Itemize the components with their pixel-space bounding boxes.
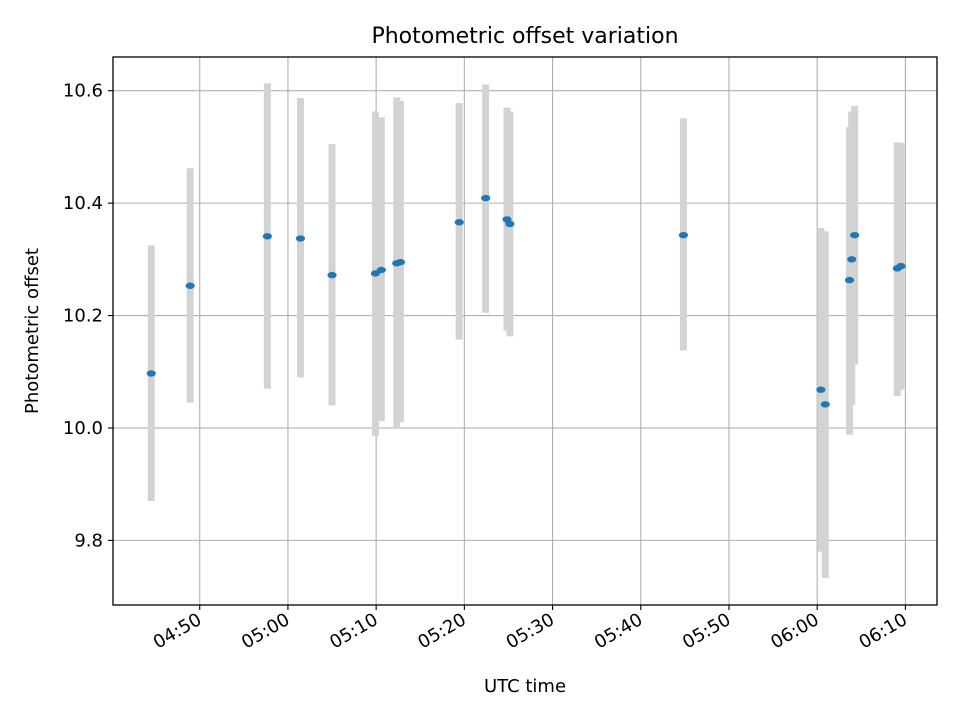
data-point — [327, 271, 337, 279]
data-point — [262, 233, 272, 240]
y-tick-label: 10.6 — [63, 81, 103, 102]
data-point — [844, 276, 855, 284]
x-axis-title: UTC time — [484, 676, 566, 697]
data-points — [146, 194, 906, 408]
data-point — [295, 235, 306, 242]
data-point — [816, 386, 826, 393]
data-point — [678, 231, 689, 239]
y-tick-label: 10.4 — [63, 193, 103, 214]
plot-frame — [112, 56, 938, 606]
data-point — [395, 258, 406, 266]
data-point — [146, 370, 156, 377]
data-point — [454, 219, 464, 226]
y-axis-title: Photometric offset — [22, 248, 43, 414]
data-point — [481, 194, 491, 202]
y-tick-label: 10.0 — [63, 418, 103, 439]
data-point — [850, 231, 860, 239]
data-point — [847, 256, 857, 263]
data-point — [505, 220, 515, 228]
y-tick-label: 10.2 — [63, 306, 103, 327]
data-point — [376, 266, 386, 274]
data-point — [185, 282, 195, 289]
y-axis-ticks: 9.8 10.0 10.2 10.4 10.6 — [63, 81, 113, 551]
grid-lines — [113, 57, 937, 605]
data-point — [896, 262, 906, 270]
y-tick-label: 9.8 — [74, 530, 103, 551]
data-point — [820, 401, 830, 408]
chart-title: Photometric offset variation — [371, 24, 678, 49]
